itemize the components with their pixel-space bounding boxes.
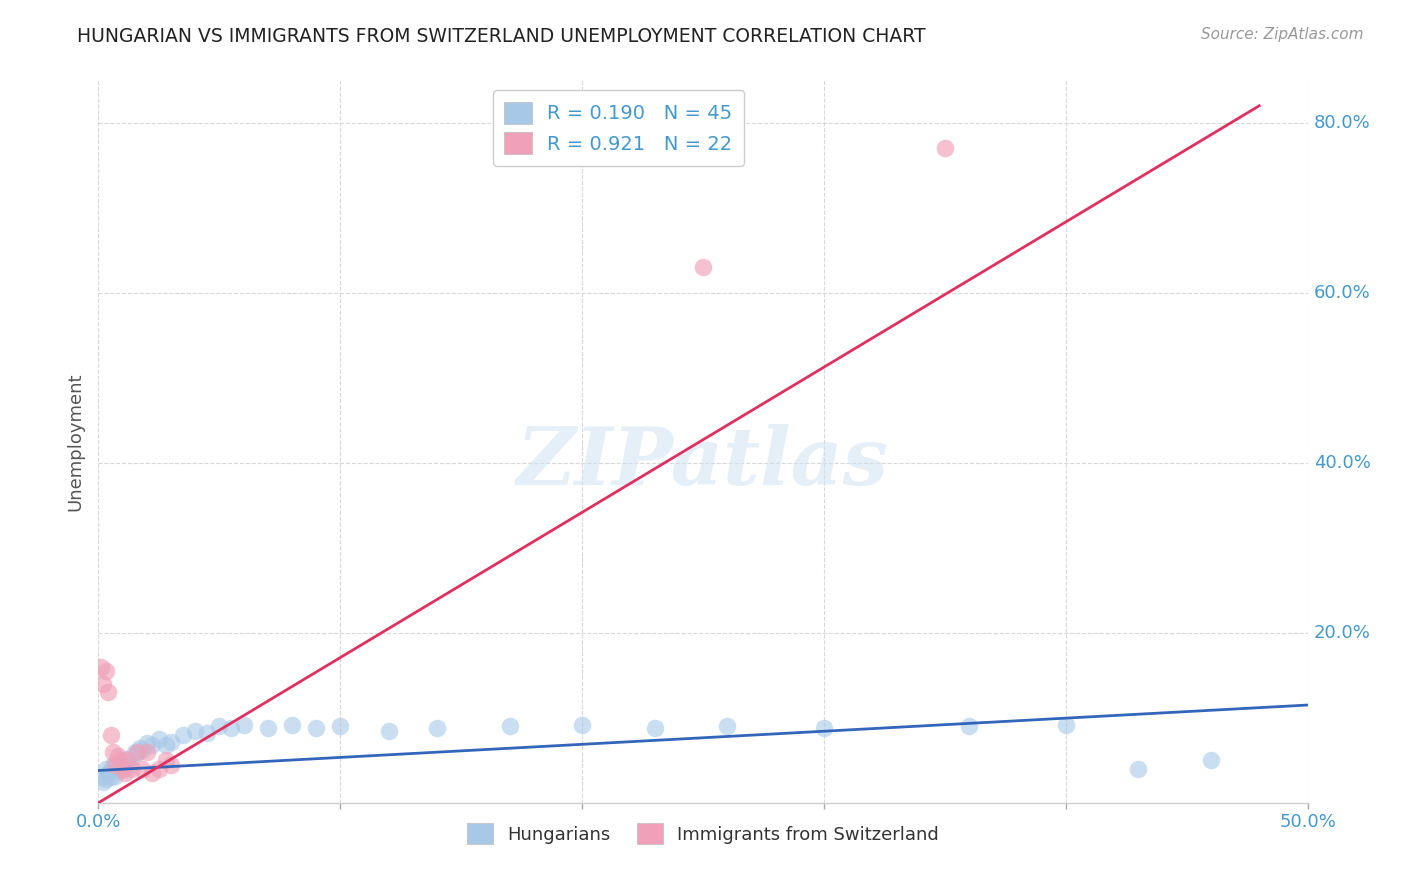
Point — [155, 753, 177, 767]
Point — [141, 766, 163, 780]
Point — [127, 745, 149, 759]
Point — [104, 757, 127, 772]
Point — [117, 753, 139, 767]
Point — [716, 719, 738, 733]
Y-axis label: Unemployment: Unemployment — [66, 372, 84, 511]
Point — [91, 677, 114, 691]
Point — [111, 762, 134, 776]
Point — [108, 753, 131, 767]
Point — [90, 660, 112, 674]
Point — [329, 719, 352, 733]
Point — [121, 762, 143, 776]
Point — [114, 755, 136, 769]
Legend: Hungarians, Immigrants from Switzerland: Hungarians, Immigrants from Switzerland — [460, 816, 946, 852]
Point — [108, 760, 131, 774]
Point — [97, 685, 120, 699]
Text: ZIPatlas: ZIPatlas — [517, 425, 889, 502]
Point — [426, 721, 449, 735]
Point — [111, 762, 134, 776]
Point — [1128, 762, 1150, 776]
Point — [644, 721, 666, 735]
Point — [957, 719, 980, 733]
Point — [256, 721, 278, 735]
Point — [97, 766, 120, 780]
Point — [148, 732, 170, 747]
Text: 40.0%: 40.0% — [1313, 454, 1371, 472]
Point — [160, 757, 183, 772]
Point — [124, 745, 146, 759]
Point — [208, 719, 231, 733]
Point — [148, 762, 170, 776]
Point — [135, 736, 157, 750]
Point — [107, 749, 129, 764]
Point — [221, 721, 243, 735]
Point — [141, 738, 163, 752]
Point — [127, 747, 149, 761]
Point — [100, 770, 122, 784]
Point — [155, 738, 177, 752]
Point — [91, 774, 114, 789]
Point — [232, 717, 254, 731]
Point — [160, 734, 183, 748]
Point — [118, 757, 141, 772]
Point — [107, 764, 129, 778]
Point — [195, 726, 218, 740]
Point — [305, 721, 328, 735]
Point — [101, 757, 124, 772]
Point — [94, 772, 117, 786]
Point — [114, 766, 136, 780]
Point — [934, 141, 956, 155]
Point — [101, 745, 124, 759]
Point — [94, 664, 117, 678]
Point — [571, 717, 593, 731]
Text: Source: ZipAtlas.com: Source: ZipAtlas.com — [1201, 27, 1364, 42]
Text: 20.0%: 20.0% — [1313, 624, 1371, 642]
Point — [135, 745, 157, 759]
Point — [1199, 753, 1222, 767]
Point — [131, 762, 153, 776]
Point — [498, 719, 520, 733]
Point — [90, 770, 112, 784]
Text: 80.0%: 80.0% — [1313, 114, 1371, 132]
Point — [1054, 717, 1077, 731]
Point — [184, 723, 207, 738]
Text: HUNGARIAN VS IMMIGRANTS FROM SWITZERLAND UNEMPLOYMENT CORRELATION CHART: HUNGARIAN VS IMMIGRANTS FROM SWITZERLAND… — [77, 27, 927, 45]
Point — [128, 740, 150, 755]
Point — [172, 728, 194, 742]
Point — [281, 717, 304, 731]
Point — [104, 769, 127, 783]
Point — [117, 751, 139, 765]
Point — [692, 260, 714, 275]
Point — [100, 728, 122, 742]
Point — [100, 764, 122, 778]
Point — [94, 762, 117, 776]
Point — [377, 723, 399, 738]
Point — [131, 743, 153, 757]
Point — [813, 721, 835, 735]
Text: 60.0%: 60.0% — [1313, 284, 1371, 301]
